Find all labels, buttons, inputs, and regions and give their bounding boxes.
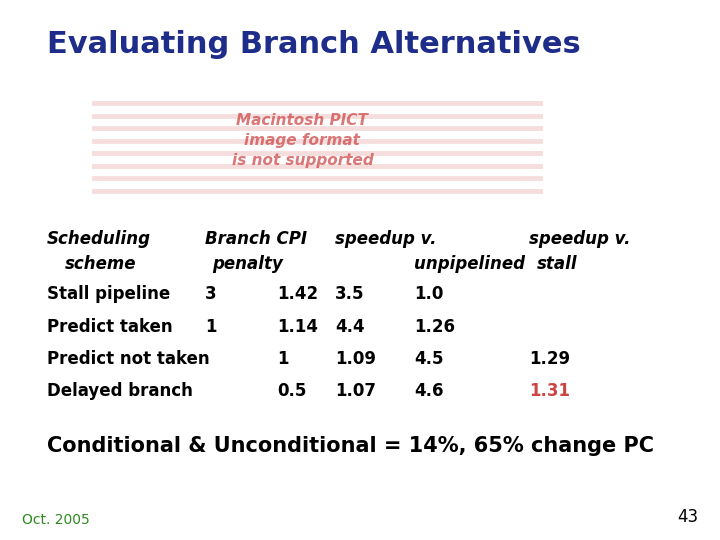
Text: Stall pipeline: Stall pipeline	[47, 285, 170, 303]
Text: Branch CPI: Branch CPI	[205, 230, 307, 247]
Text: 1.14: 1.14	[277, 318, 318, 336]
Text: 1.0: 1.0	[414, 285, 444, 303]
Text: 3.5: 3.5	[335, 285, 364, 303]
Text: Conditional & Unconditional = 14%, 65% change PC: Conditional & Unconditional = 14%, 65% c…	[47, 435, 654, 456]
Text: 4.6: 4.6	[414, 382, 444, 401]
Text: Evaluating Branch Alternatives: Evaluating Branch Alternatives	[47, 30, 580, 59]
Text: Predict taken: Predict taken	[47, 318, 172, 336]
Text: 4.5: 4.5	[414, 350, 444, 368]
Text: penalty: penalty	[212, 255, 283, 273]
Text: 1: 1	[205, 318, 217, 336]
Text: 0.5: 0.5	[277, 382, 307, 401]
Text: Macintosh PICT
image format
is not supported: Macintosh PICT image format is not suppo…	[232, 113, 373, 168]
Text: 1.07: 1.07	[335, 382, 376, 401]
Text: Oct. 2005: Oct. 2005	[22, 512, 89, 526]
Text: 1.29: 1.29	[529, 350, 570, 368]
Text: 1.09: 1.09	[335, 350, 376, 368]
Text: speedup v.: speedup v.	[335, 230, 436, 247]
Text: 43: 43	[678, 509, 698, 526]
Text: 4.4: 4.4	[335, 318, 364, 336]
Text: Predict not taken: Predict not taken	[47, 350, 210, 368]
Text: Scheduling: Scheduling	[47, 230, 150, 247]
Text: Delayed branch: Delayed branch	[47, 382, 193, 401]
Text: 3: 3	[205, 285, 217, 303]
Text: scheme: scheme	[65, 255, 136, 273]
Text: speedup v.: speedup v.	[529, 230, 631, 247]
Text: 1.26: 1.26	[414, 318, 455, 336]
Text: stall: stall	[536, 255, 577, 273]
Text: 1.31: 1.31	[529, 382, 570, 401]
Text: 1.42: 1.42	[277, 285, 318, 303]
Text: unpipelined: unpipelined	[414, 255, 525, 273]
Text: 1: 1	[277, 350, 289, 368]
